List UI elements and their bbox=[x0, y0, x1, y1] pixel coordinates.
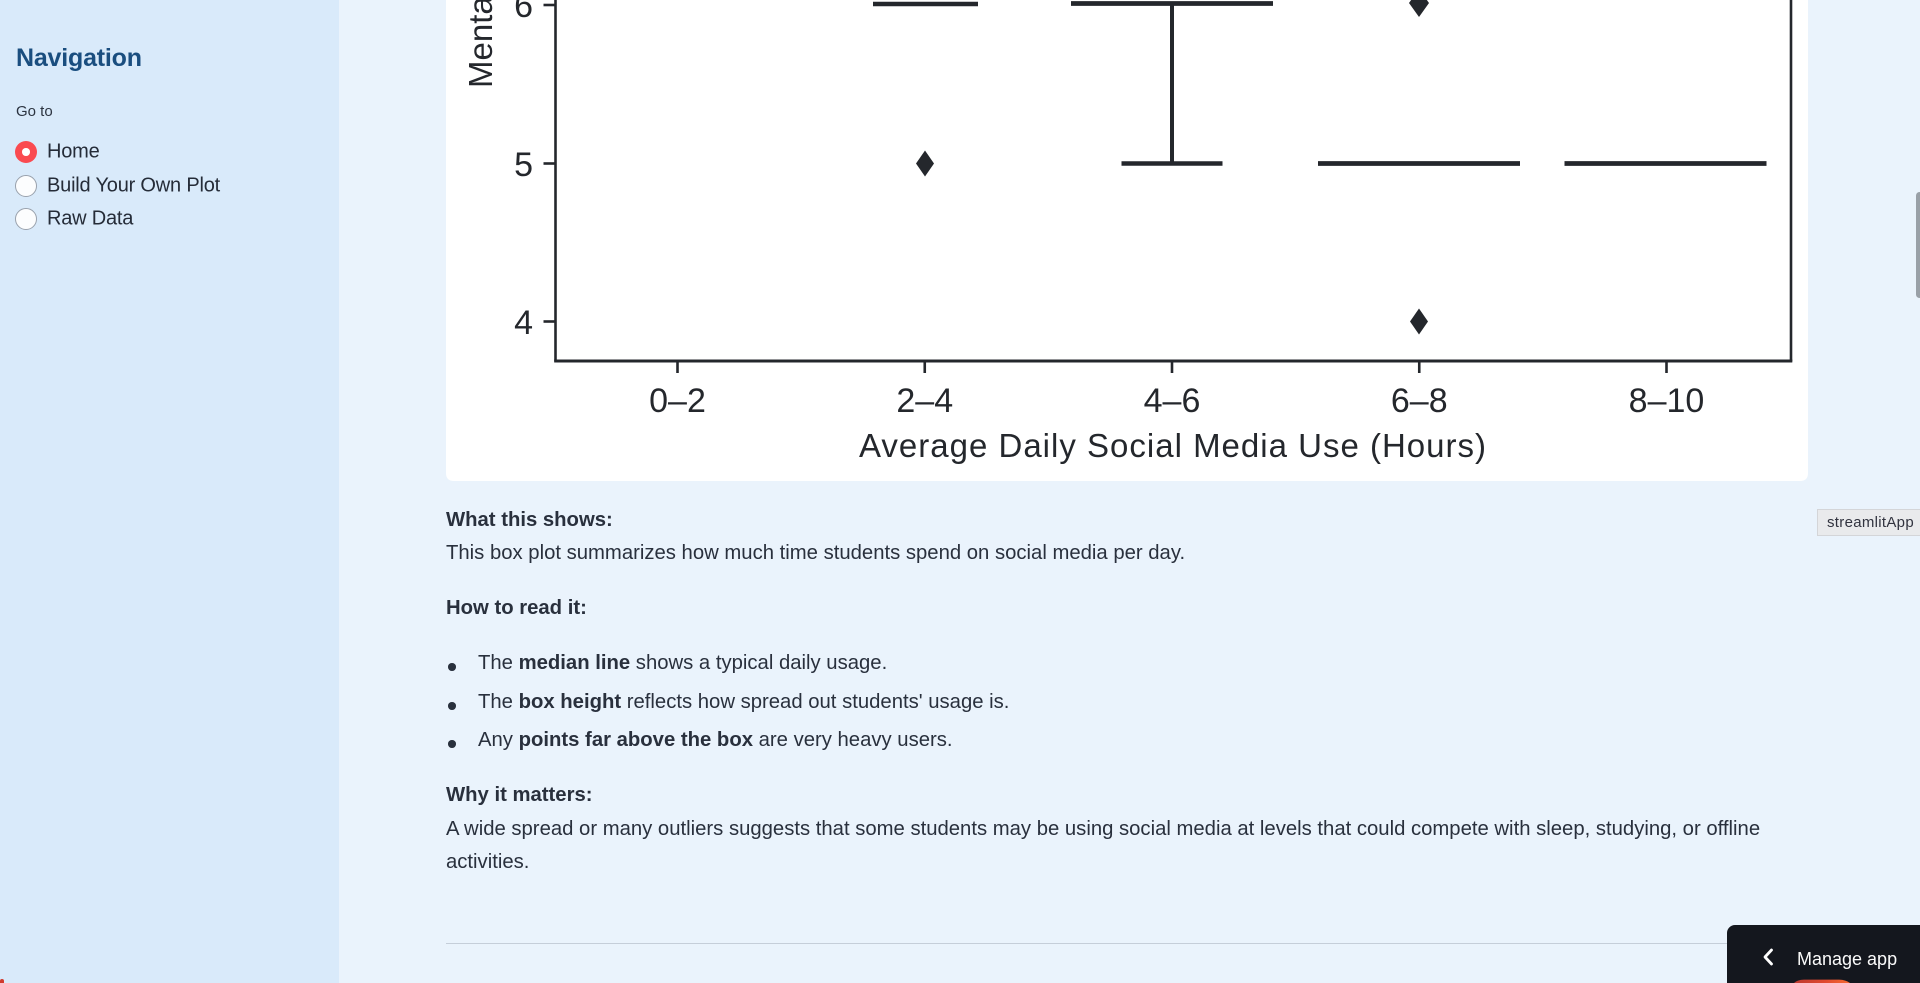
svg-text:Average Daily Social Media Use: Average Daily Social Media Use (Hours) bbox=[859, 427, 1487, 464]
svg-text:0–2: 0–2 bbox=[649, 382, 706, 420]
svg-text:6: 6 bbox=[514, 0, 533, 25]
svg-text:4: 4 bbox=[514, 304, 533, 342]
svg-text:6–8: 6–8 bbox=[1391, 382, 1448, 420]
svg-text:Mental Health Score (1–10): Mental Health Score (1–10) bbox=[462, 0, 499, 88]
svg-text:2–4: 2–4 bbox=[896, 382, 953, 420]
svg-text:4–6: 4–6 bbox=[1144, 382, 1201, 420]
svg-text:8–10: 8–10 bbox=[1629, 382, 1705, 420]
svg-text:5: 5 bbox=[514, 146, 533, 184]
